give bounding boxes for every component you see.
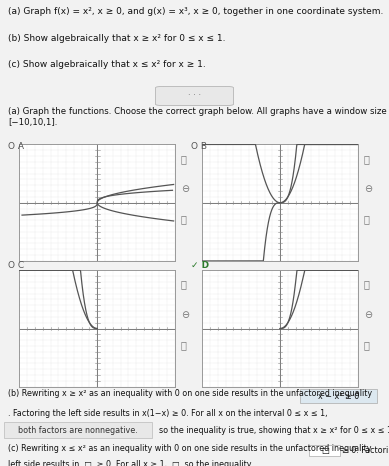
Text: ⌕: ⌕: [181, 154, 187, 164]
Text: (c) Rewriting x ≤ x² as an inequality with 0 on one side results in the unfactor: (c) Rewriting x ≤ x² as an inequality wi…: [8, 444, 374, 453]
Text: ⌕: ⌕: [364, 280, 370, 289]
FancyBboxPatch shape: [300, 389, 377, 404]
Text: . Factoring the left side results in x(1−x) ≥ 0. For all x on the interval 0 ≤ x: . Factoring the left side results in x(1…: [8, 409, 327, 418]
Text: ⧉: ⧉: [181, 340, 187, 350]
Text: (b) Show algebraically that x ≥ x² for 0 ≤ x ≤ 1.: (b) Show algebraically that x ≥ x² for 0…: [8, 34, 225, 42]
Text: (a) Graph f(x) = x², x ≥ 0, and g(x) = x³, x ≥ 0, together in one coordinate sys: (a) Graph f(x) = x², x ≥ 0, and g(x) = x…: [8, 7, 383, 16]
Text: · · ·: · · ·: [188, 91, 201, 101]
Text: ⧉: ⧉: [364, 340, 370, 350]
Text: ⌕: ⌕: [181, 280, 187, 289]
Text: ✓ D: ✓ D: [191, 261, 209, 270]
FancyBboxPatch shape: [156, 87, 233, 105]
Text: ⊖: ⊖: [181, 184, 189, 194]
Text: ⌕: ⌕: [364, 154, 370, 164]
Text: left side results in  □  ≥ 0. For all x ≥ 1,  □  so the inequality: left side results in □ ≥ 0. For all x ≥ …: [8, 459, 251, 466]
Text: ≥ 0. Factoring the left side results in: ≥ 0. Factoring the left side results in: [342, 446, 389, 455]
Text: □: □: [321, 446, 329, 455]
Text: both factors are nonnegative.: both factors are nonnegative.: [18, 426, 138, 435]
Text: (c) Show algebraically that x ≤ x² for x ≥ 1.: (c) Show algebraically that x ≤ x² for x…: [8, 61, 205, 69]
Text: ⊖: ⊖: [181, 310, 189, 320]
Text: ⧉: ⧉: [181, 214, 187, 224]
Text: so the inequality is true, showing that x ≥ x² for 0 ≤ x ≤ 1.: so the inequality is true, showing that …: [159, 426, 389, 435]
Text: x − x² ≥ 0: x − x² ≥ 0: [318, 392, 359, 401]
Text: (b) Rewriting x ≥ x² as an inequality with 0 on one side results in the unfactor: (b) Rewriting x ≥ x² as an inequality wi…: [8, 389, 374, 398]
FancyBboxPatch shape: [4, 422, 152, 438]
Text: O C: O C: [8, 261, 24, 270]
Text: ⧉: ⧉: [364, 214, 370, 224]
Text: O B: O B: [191, 142, 207, 151]
Text: ⊖: ⊖: [364, 184, 372, 194]
Text: O A: O A: [8, 142, 24, 151]
Bar: [309, 445, 340, 457]
Text: (a) Graph the functions. Choose the correct graph below. All graphs have a windo: (a) Graph the functions. Choose the corr…: [8, 107, 389, 127]
Text: ⊖: ⊖: [364, 310, 372, 320]
